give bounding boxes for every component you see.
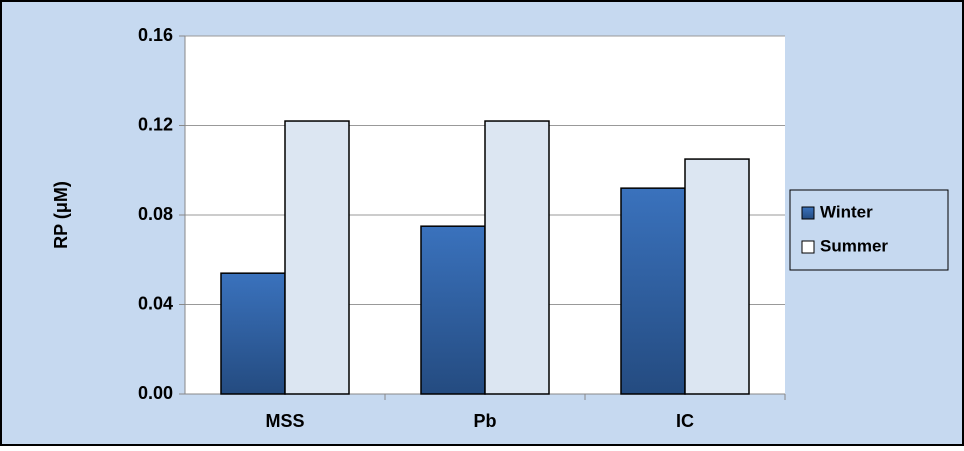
bar [684, 158, 750, 395]
y-axis-label: RP (μM) [51, 181, 71, 249]
legend-label: Winter [820, 202, 873, 221]
bar [484, 120, 550, 395]
y-tick-label: 0.16 [138, 25, 173, 45]
bar [220, 272, 286, 395]
x-tick-label: Pb [473, 411, 496, 431]
y-tick-label: 0.00 [138, 383, 173, 403]
bar [420, 225, 486, 395]
legend-label: Summer [820, 236, 888, 255]
y-tick-label: 0.12 [138, 114, 173, 134]
x-tick-label: IC [676, 411, 694, 431]
x-tick-label: MSS [265, 411, 304, 431]
legend-swatch [801, 206, 815, 220]
y-tick-label: 0.04 [138, 293, 173, 313]
bar [284, 120, 350, 395]
legend-swatch [801, 240, 815, 254]
y-tick-label: 0.08 [138, 204, 173, 224]
bar [620, 187, 686, 395]
legend-box [789, 189, 949, 271]
